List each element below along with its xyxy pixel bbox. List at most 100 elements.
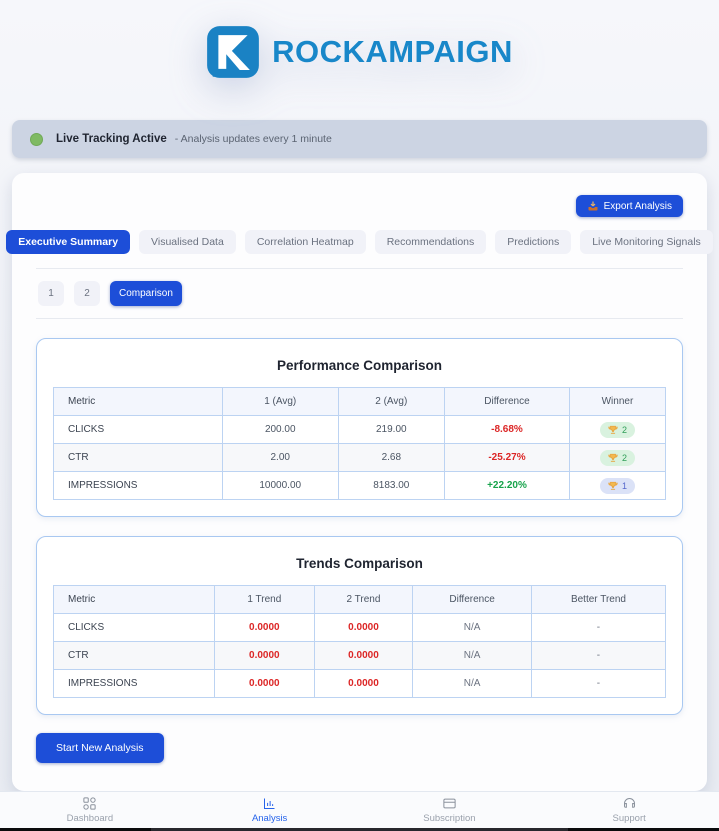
nav-label-support: Support [612, 812, 646, 824]
performance-comparison-table: Metric 1 (Avg) 2 (Avg) Difference Winner… [53, 387, 667, 500]
trend1-cell: 0.0000 [213, 641, 315, 670]
table-row: CTR 0.0000 0.0000 N/A - [53, 641, 667, 670]
column-header-2-avg: 2 (Avg) [337, 387, 446, 416]
winner-badge: 1 [599, 477, 635, 494]
banner-title: Live Tracking Active [56, 133, 167, 145]
column-header-metric: Metric [53, 585, 215, 614]
avg1-cell: 10000.00 [221, 471, 339, 500]
table-row: CLICKS 0.0000 0.0000 N/A - [53, 613, 667, 642]
metric-cell: CLICKS [53, 613, 215, 642]
difference-cell: -8.68% [444, 415, 570, 444]
credit-card-icon [443, 798, 456, 809]
grid-icon [83, 797, 96, 810]
trends-comparison-card: Trends Comparison Metric 1 Trend 2 Trend… [36, 536, 683, 715]
difference-cell: -25.27% [444, 443, 570, 472]
comparison-pagination: 1 2 Comparison [36, 269, 683, 319]
page-button-1[interactable]: 1 [38, 281, 64, 306]
logo-text: ROCKAMPAIGN [272, 34, 513, 69]
trophy-icon [608, 453, 618, 462]
column-header-difference: Difference [412, 585, 532, 614]
nav-item-analysis[interactable]: Analysis [180, 796, 360, 824]
trend1-cell: 0.0000 [213, 613, 315, 642]
live-tracking-banner: Live Tracking Active - Analysis updates … [12, 120, 707, 158]
export-row: Export Analysis [36, 195, 683, 217]
column-header-difference: Difference [444, 387, 570, 416]
metric-cell: CLICKS [53, 415, 223, 444]
winner-value: 2 [621, 424, 627, 435]
difference-cell: N/A [412, 641, 532, 670]
column-header-2-trend: 2 Trend [313, 585, 414, 614]
winner-cell: 2 [568, 415, 667, 444]
column-header-1-trend: 1 Trend [213, 585, 315, 614]
tabs-divider [36, 268, 683, 269]
difference-cell: +22.20% [444, 471, 570, 500]
tab-recommendations[interactable]: Recommendations [374, 230, 487, 254]
bottom-navigation: Dashboard Analysis Subscription Support [0, 791, 719, 828]
column-header-metric: Metric [53, 387, 223, 416]
inbox-tray-icon [588, 201, 598, 211]
winner-value: 2 [621, 452, 627, 463]
tab-predictions[interactable]: Predictions [495, 230, 572, 254]
avg1-cell: 200.00 [221, 415, 339, 444]
nav-item-dashboard[interactable]: Dashboard [0, 796, 180, 824]
trend2-cell: 0.0000 [313, 613, 414, 642]
app-logo: ROCKAMPAIGN [206, 25, 513, 79]
page-button-comparison[interactable]: Comparison [110, 281, 182, 306]
live-status-dot-icon [30, 132, 43, 146]
export-analysis-button[interactable]: Export Analysis [575, 195, 683, 217]
nav-label-dashboard: Dashboard [66, 812, 114, 824]
nav-item-support[interactable]: Support [539, 796, 719, 824]
page: ROCKAMPAIGN Live Tracking Active - Analy… [6, 25, 713, 791]
table-row: CTR 2.00 2.68 -25.27% 2 [53, 443, 667, 472]
winner-cell: 2 [568, 443, 667, 472]
trends-comparison-title: Trends Comparison [296, 556, 423, 571]
nav-label-analysis: Analysis [251, 812, 288, 824]
avg2-cell: 2.68 [337, 443, 446, 472]
banner-subtitle: - Analysis updates every 1 minute [174, 133, 332, 145]
trend2-cell: 0.0000 [313, 641, 414, 670]
tab-visualised-data[interactable]: Visualised Data [139, 230, 236, 254]
trend2-cell: 0.0000 [313, 669, 414, 698]
winner-value: 1 [621, 480, 627, 491]
better-trend-cell: - [530, 669, 667, 698]
difference-cell: N/A [412, 669, 532, 698]
performance-comparison-title: Performance Comparison [276, 358, 443, 373]
winner-badge: 2 [599, 449, 635, 466]
metric-cell: CTR [53, 641, 215, 670]
export-analysis-label: Export Analysis [603, 200, 672, 212]
winner-cell: 1 [568, 471, 667, 500]
table-row: CLICKS 200.00 219.00 -8.68% 2 [53, 415, 667, 444]
better-trend-cell: - [530, 641, 667, 670]
metric-cell: IMPRESSIONS [53, 669, 215, 698]
analysis-tabs: Executive Summary Visualised Data Correl… [6, 230, 713, 254]
start-new-analysis-button[interactable]: Start New Analysis [36, 733, 164, 763]
tab-live-monitoring-signals[interactable]: Live Monitoring Signals [580, 230, 713, 254]
avg1-cell: 2.00 [221, 443, 339, 472]
difference-cell: N/A [412, 613, 532, 642]
trend1-cell: 0.0000 [213, 669, 315, 698]
metric-cell: IMPRESSIONS [53, 471, 223, 500]
rockampaign-r-mark-icon [207, 26, 259, 78]
trophy-icon [608, 481, 618, 490]
analysis-card: Export Analysis Executive Summary Visual… [6, 173, 713, 791]
column-header-better-trend: Better Trend [530, 585, 667, 614]
tab-correlation-heatmap[interactable]: Correlation Heatmap [244, 230, 366, 254]
os-bottom-bar [0, 827, 719, 831]
nav-label-subscription: Subscription [423, 812, 476, 824]
table-row: IMPRESSIONS 0.0000 0.0000 N/A - [53, 669, 667, 698]
bar-chart-icon [264, 798, 275, 809]
metric-cell: CTR [53, 443, 223, 472]
trends-comparison-table: Metric 1 Trend 2 Trend Difference Better… [53, 585, 667, 698]
column-header-winner: Winner [568, 387, 667, 416]
better-trend-cell: - [530, 613, 667, 642]
page-button-2[interactable]: 2 [74, 281, 100, 306]
tab-executive-summary[interactable]: Executive Summary [6, 230, 131, 254]
nav-item-subscription[interactable]: Subscription [360, 796, 540, 824]
headphones-icon [623, 797, 635, 808]
avg2-cell: 8183.00 [337, 471, 446, 500]
avg2-cell: 219.00 [337, 415, 446, 444]
winner-badge: 2 [599, 421, 635, 438]
trophy-icon [608, 425, 618, 434]
table-header-row: Metric 1 (Avg) 2 (Avg) Difference Winner [53, 387, 667, 416]
performance-comparison-card: Performance Comparison Metric 1 (Avg) 2 … [36, 338, 683, 517]
